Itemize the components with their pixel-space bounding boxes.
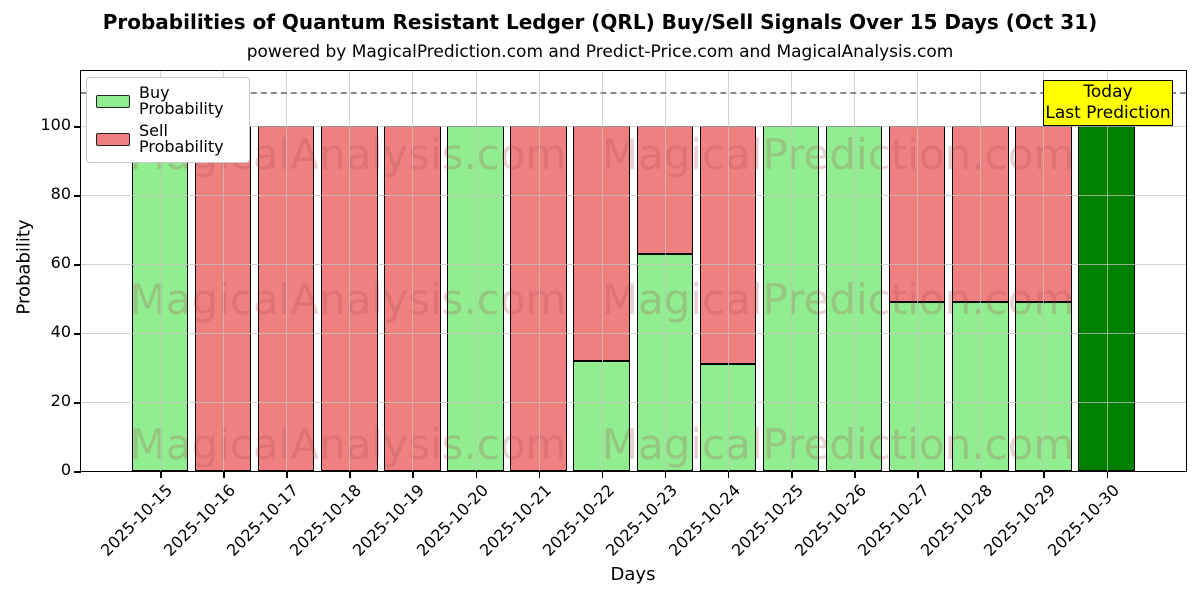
watermark-text: MagicalAnalysis.com [129,420,567,469]
gridline-v [980,71,982,471]
x-tick [601,472,604,478]
x-tick [412,472,414,478]
legend-item-buy: Buy Probability [96,85,240,117]
legend-swatch-sell [96,132,130,146]
axes-border [80,70,1187,472]
x-tick [727,472,730,478]
y-tick-label: 20 [50,391,71,411]
gridline-v [601,71,603,471]
gridline-v [412,71,414,471]
x-tick [475,472,477,478]
x-tick [349,472,351,478]
gridline-h [81,126,1186,128]
gridline-v [727,71,729,471]
dashed-threshold-line [81,91,1186,94]
y-tick-label: 80 [50,184,71,204]
legend-swatch-buy [96,94,130,108]
today-annotation: Today Last Prediction [1043,80,1173,126]
gridline-v [475,71,477,471]
legend-label-sell: Sell Probability [139,121,224,156]
x-tick [538,472,541,478]
y-tick-label: 40 [50,322,71,342]
chart-subtitle: powered by MagicalPrediction.com and Pre… [246,42,954,62]
x-tick [223,472,225,478]
y-tick-label: 100 [40,115,71,135]
x-tick [917,472,919,478]
y-tick [74,402,81,404]
gridline-v [223,71,225,471]
watermark-text: MagicalPrediction.com [601,275,1075,324]
y-tick-label: 0 [60,460,71,479]
legend: Buy Probability Sell Probability [86,77,250,163]
watermark-text: MagicalPrediction.com [601,420,1075,469]
x-tick [286,472,288,478]
annotation-line-2: Last Prediction [1045,103,1171,123]
gridline-v [349,71,351,471]
legend-label-buy: Buy Probability [139,83,224,118]
y-tick [74,195,81,197]
y-tick [74,126,81,128]
x-axis-label: Days [610,564,656,585]
chart-title: Probabilities of Quantum Resistant Ledge… [102,10,1098,34]
legend-item-sell: Sell Probability [96,123,240,155]
y-axis-label: Probability [13,219,35,315]
x-tick [980,472,982,478]
watermark-text: MagicalPrediction.com [601,130,1075,179]
gridline-v [538,71,540,471]
gridline-h [81,333,1186,335]
y-tick [74,264,81,266]
gridline-h [81,195,1186,197]
x-tick [1106,472,1108,478]
gridline-h [81,264,1186,266]
y-tick [74,471,81,473]
y-tick [74,333,81,335]
gridline-v [791,71,792,471]
gridline-v [854,71,856,471]
gridline-v [160,71,161,471]
x-tick [791,472,793,478]
gridline-v [917,71,919,471]
gridline-h [81,402,1186,404]
x-tick [854,472,856,478]
gridline-v [286,71,288,471]
gridline-v [664,71,666,471]
y-tick-label: 60 [50,253,71,273]
x-tick [160,472,162,478]
x-tick [1043,472,1045,478]
x-tick [664,472,667,478]
gridline-v [1043,71,1045,471]
annotation-line-1: Today [1083,82,1133,102]
gridline-v [1106,71,1108,471]
watermark-text: MagicalAnalysis.com [129,275,567,324]
